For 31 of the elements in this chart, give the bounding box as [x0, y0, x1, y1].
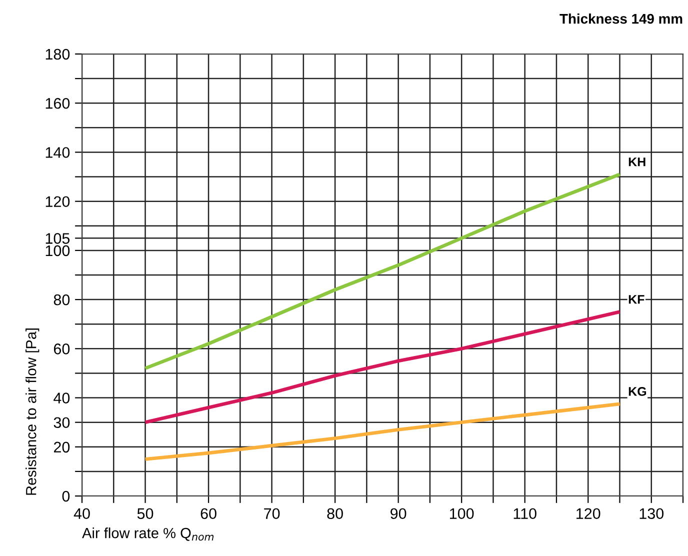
x-tick-label: 100: [450, 508, 474, 520]
x-tick-label: 70: [264, 508, 280, 520]
y-tick-label: 0: [62, 490, 70, 502]
line-series: [144, 402, 622, 461]
y-tick-label: 120: [46, 196, 70, 208]
y-tick-label: 60: [54, 344, 70, 354]
series-label: KH: [628, 158, 646, 166]
x-tick-label: 80: [327, 508, 343, 520]
y-tick-label: 100: [46, 245, 70, 256]
x-tick-label: 130: [640, 508, 664, 520]
x-tick-label: 50: [137, 508, 154, 520]
y-tick-label: 105: [46, 233, 70, 244]
y-tick-label: 30: [54, 417, 70, 428]
y-tick-label: 180: [46, 48, 70, 60]
chart-title: Thickness 149 mm: [560, 14, 682, 24]
y-tick-label: 160: [46, 98, 70, 109]
y-axis-title: Resistance to air flow [Pa]: [26, 328, 40, 495]
y-tick-label: 140: [46, 147, 70, 158]
series-label: KG: [628, 387, 646, 396]
x-tick-label: 40: [74, 508, 90, 520]
x-axis-title: Air flow rate % Q$_{nom}$: [82, 528, 214, 541]
x-tick-label: 90: [390, 508, 406, 520]
x-tick-label: 120: [576, 508, 600, 520]
line-series: [144, 310, 622, 424]
line-series: [144, 172, 622, 370]
series-label: KF: [628, 295, 644, 304]
x-tick-label: 60: [200, 508, 216, 520]
y-tick-label: 80: [54, 294, 70, 306]
y-tick-label: 20: [54, 442, 70, 453]
x-tick-label: 110: [514, 508, 536, 520]
y-tick-label: 40: [54, 392, 70, 404]
